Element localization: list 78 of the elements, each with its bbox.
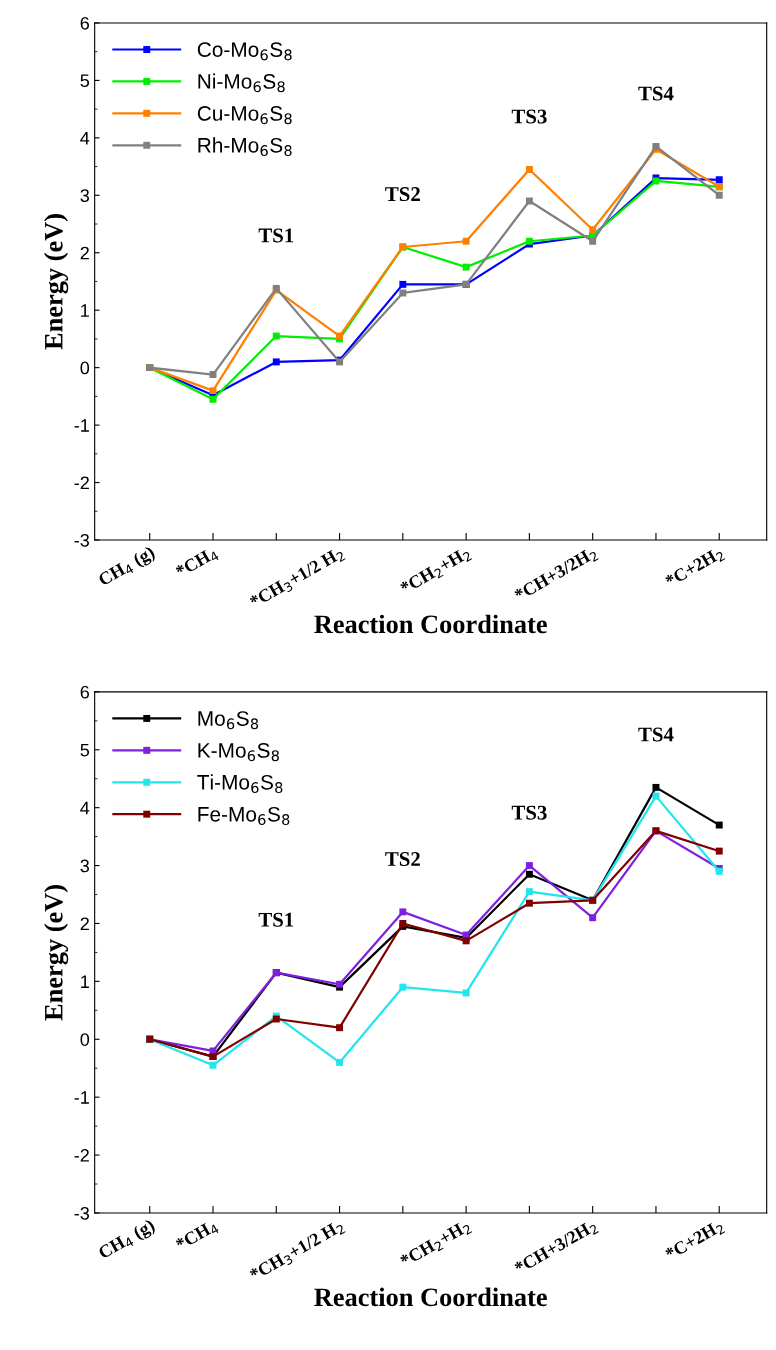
- x-tick-label: *CH$_{3}$+1/2 H$_{2}$: [248, 1219, 346, 1284]
- x-tick-label: *C+2H$_{2}$: [664, 546, 726, 590]
- point: [525, 870, 533, 878]
- legend-label: Fe-Mo$_{6}$S$_{8}$: [198, 806, 290, 826]
- legend-label: Ni-Mo$_{6}$S$_{8}$: [198, 73, 285, 93]
- y-tick-label: -3: [74, 1206, 90, 1220]
- y-axis-title: Energy (eV): [44, 214, 69, 350]
- x-tick-label: *CH$_{4}$: [174, 545, 220, 581]
- point: [715, 847, 723, 855]
- point: [399, 280, 407, 288]
- x-tick-label: CH$_{4}$ (g): [97, 545, 158, 590]
- point: [525, 197, 533, 205]
- y-tick-label: 2: [80, 246, 89, 260]
- x-tick-label: *C+2H$_{2}$: [664, 1219, 726, 1263]
- y-tick-label: 0: [80, 1033, 90, 1046]
- x-tick-label: *CH+3/2H$_{2}$: [513, 1219, 599, 1277]
- y-tick-label: -1: [74, 1091, 89, 1104]
- point: [525, 899, 533, 907]
- legend-label: Mo$_{6}$S$_{8}$: [198, 711, 259, 730]
- y-tick-label: -2: [74, 476, 89, 490]
- annotation: TS4: [638, 86, 674, 101]
- annotation: TS3: [511, 805, 547, 820]
- point: [589, 914, 597, 922]
- y-tick-label: 6: [80, 685, 90, 699]
- point: [462, 237, 470, 245]
- y-tick-label: 3: [80, 859, 90, 873]
- y-tick-label: 5: [80, 743, 90, 757]
- point: [462, 263, 470, 271]
- x-tick-label: *CH$_{2}$+H$_{2}$: [399, 546, 473, 597]
- legend-label: Rh-Mo$_{6}$S$_{8}$: [198, 137, 292, 157]
- y-tick-label: 1: [81, 975, 89, 988]
- point: [336, 1024, 344, 1032]
- annotation: TS3: [511, 109, 547, 124]
- y-tick-label: 4: [80, 801, 90, 815]
- legend-label: Cu-Mo$_{6}$S$_{8}$: [197, 106, 292, 125]
- point: [272, 358, 280, 366]
- point: [525, 862, 533, 870]
- point: [525, 165, 533, 173]
- y-tick-label: 3: [80, 189, 90, 203]
- y-tick-label: 5: [80, 74, 90, 88]
- x-tick-label: *CH$_{3}$+1/2 H$_{2}$: [248, 546, 346, 611]
- x-axis-title: Reaction Coordinate: [314, 1287, 547, 1307]
- legend-label: Ti-Mo$_{6}$S$_{8}$: [197, 774, 283, 794]
- y-tick-label: 1: [81, 304, 89, 317]
- x-tick-label: *CH$_{2}$+H$_{2}$: [399, 1219, 473, 1270]
- x-axis-title: Reaction Coordinate: [314, 614, 547, 634]
- y-tick-label: -3: [74, 533, 90, 547]
- y-tick-label: 4: [80, 131, 90, 145]
- x-tick-label: *CH+3/2H$_{2}$: [513, 546, 599, 604]
- point: [462, 989, 470, 997]
- y-tick-label: 0: [80, 361, 90, 375]
- y-tick-label: -1: [74, 419, 89, 432]
- point: [652, 783, 660, 791]
- point: [715, 821, 723, 829]
- point: [652, 792, 660, 800]
- point: [272, 332, 280, 340]
- point: [399, 289, 407, 297]
- y-axis-title: Energy (eV): [44, 885, 69, 1021]
- legend-label: K-Mo$_{6}$S$_{8}$: [198, 743, 279, 762]
- point: [589, 226, 597, 234]
- point: [399, 908, 407, 916]
- annotation: TS4: [638, 727, 674, 742]
- point: [399, 983, 407, 991]
- point: [715, 176, 723, 184]
- x-tick-label: *CH$_{4}$: [174, 1218, 220, 1254]
- annotation: TS1: [258, 912, 294, 927]
- y-tick-label: 6: [80, 16, 90, 30]
- y-tick-label: -2: [74, 1149, 89, 1162]
- x-tick-label: CH$_{4}$ (g): [97, 1218, 158, 1263]
- legend-label: Co-Mo$_{6}$S$_{8}$: [197, 42, 292, 61]
- annotation: TS2: [385, 852, 420, 866]
- point: [525, 888, 533, 896]
- annotation: TS2: [385, 187, 420, 202]
- point: [715, 191, 723, 199]
- point: [336, 1058, 344, 1066]
- y-tick-label: 2: [80, 917, 89, 931]
- point: [589, 237, 597, 245]
- annotation: TS1: [258, 228, 294, 243]
